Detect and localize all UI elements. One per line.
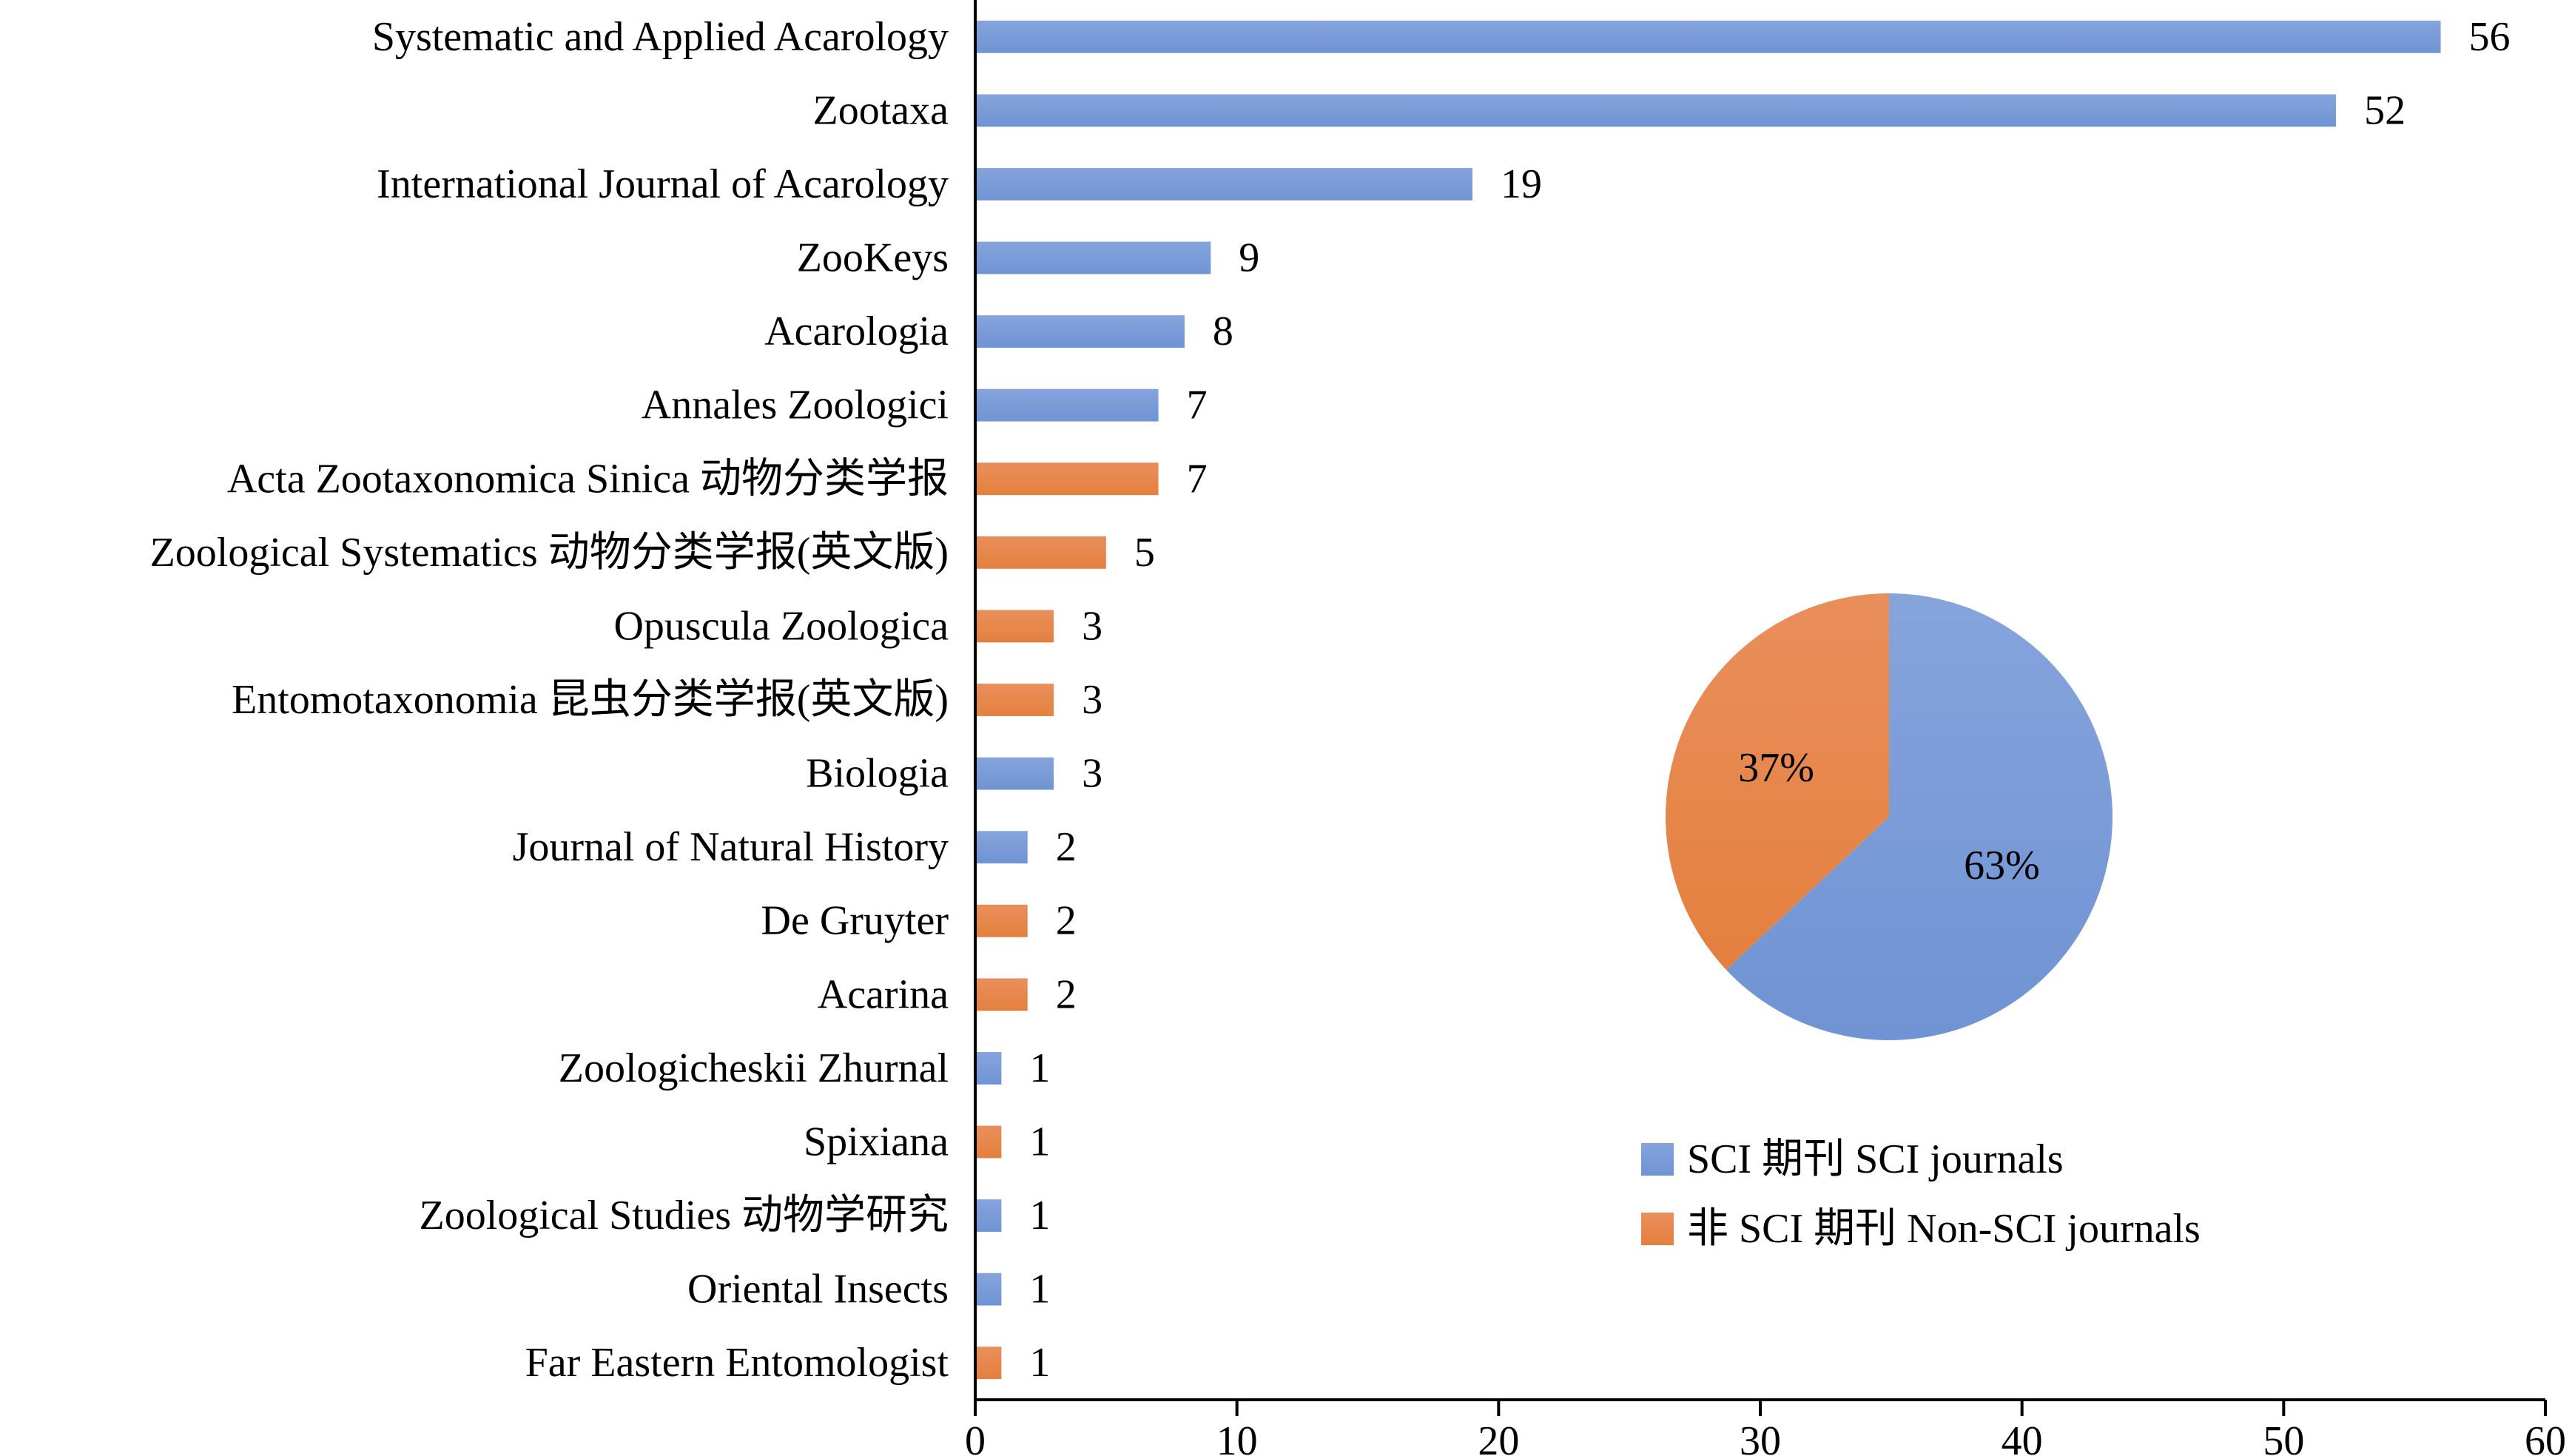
bar-18 bbox=[975, 1273, 1002, 1306]
category-label: Zoological Studies 动物学研究 bbox=[419, 1193, 949, 1238]
legend-label: 非 SCI 期刊 Non-SCI journals bbox=[1687, 1206, 2201, 1252]
data-label: 1 bbox=[1029, 1193, 1050, 1238]
bar-6 bbox=[975, 388, 1159, 422]
data-label: 1 bbox=[1029, 1267, 1050, 1312]
legend-label: SCI 期刊 SCI journals bbox=[1687, 1136, 2064, 1182]
category-label: Acta Zootaxonomica Sinica 动物分类学报 bbox=[227, 456, 949, 502]
bar-7 bbox=[975, 462, 1159, 496]
data-label: 19 bbox=[1501, 161, 1542, 207]
category-label: Entomotaxonomia 昆虫分类学报(英文版) bbox=[232, 677, 949, 723]
data-label: 3 bbox=[1082, 677, 1102, 723]
x-tick-label: 50 bbox=[2263, 1418, 2304, 1456]
x-tick-label: 20 bbox=[1478, 1418, 1519, 1456]
category-label: Zoological Systematics 动物分类学报(英文版) bbox=[150, 530, 949, 576]
data-label: 2 bbox=[1056, 898, 1077, 944]
data-label: 52 bbox=[2364, 87, 2406, 133]
category-label: Acarina bbox=[818, 971, 949, 1017]
legend: SCI 期刊 SCI journals 非 SCI 期刊 Non-SCI jour… bbox=[1641, 1136, 2201, 1252]
legend-swatch-non bbox=[1641, 1213, 1674, 1245]
x-tick-label: 30 bbox=[1740, 1418, 1781, 1456]
pie-chart: 63% 37% bbox=[1666, 593, 2113, 1040]
category-label: Systematic and Applied Acarology bbox=[372, 14, 949, 60]
data-label: 1 bbox=[1029, 1119, 1050, 1165]
x-tick-label: 60 bbox=[2525, 1418, 2566, 1456]
bar-11 bbox=[975, 757, 1054, 790]
x-axis: 0 10 20 30 40 50 60 bbox=[965, 0, 2566, 1456]
bar-12 bbox=[975, 831, 1028, 864]
pie-label: 37% bbox=[1738, 745, 1814, 791]
category-label: International Journal of Acarology bbox=[377, 161, 949, 207]
pie-label: 63% bbox=[1964, 843, 2040, 889]
data-label: 8 bbox=[1213, 309, 1233, 354]
category-label: Oriental Insects bbox=[687, 1267, 949, 1312]
bar-14 bbox=[975, 978, 1028, 1011]
category-label: De Gruyter bbox=[761, 898, 949, 944]
category-label: Spixiana bbox=[804, 1119, 949, 1165]
category-label: Journal of Natural History bbox=[513, 824, 949, 870]
data-label: 1 bbox=[1029, 1045, 1050, 1091]
data-label: 3 bbox=[1082, 751, 1102, 797]
data-label: 5 bbox=[1134, 530, 1155, 576]
data-label: 1 bbox=[1029, 1340, 1050, 1386]
category-label: ZooKeys bbox=[797, 235, 949, 281]
category-label: Zoologicheskii Zhurnal bbox=[559, 1045, 949, 1091]
bar-10 bbox=[975, 684, 1054, 716]
bar-13 bbox=[975, 904, 1028, 937]
data-label: 9 bbox=[1239, 235, 1259, 281]
pie-slice-sci bbox=[1726, 593, 2113, 1040]
bar-1 bbox=[975, 20, 2441, 53]
bar-17 bbox=[975, 1199, 1002, 1232]
legend-swatch-sci bbox=[1641, 1143, 1674, 1176]
x-tick-label: 40 bbox=[2002, 1418, 2043, 1456]
bar-19 bbox=[975, 1347, 1002, 1380]
data-label: 7 bbox=[1187, 456, 1208, 502]
x-tick-label: 10 bbox=[1216, 1418, 1258, 1456]
pie-slice-non bbox=[1666, 593, 1889, 970]
bar-3 bbox=[975, 168, 1472, 200]
bar-8 bbox=[975, 536, 1106, 569]
category-label: Acarologia bbox=[764, 309, 949, 354]
x-tick-label: 0 bbox=[965, 1418, 986, 1456]
data-label: 3 bbox=[1082, 603, 1102, 649]
bar-2 bbox=[975, 94, 2337, 127]
category-label: Biologia bbox=[806, 751, 949, 797]
data-label: 2 bbox=[1056, 971, 1077, 1017]
data-label: 7 bbox=[1187, 382, 1208, 428]
data-label: 56 bbox=[2469, 14, 2511, 60]
bar-15 bbox=[975, 1051, 1002, 1085]
bar-16 bbox=[975, 1125, 1002, 1159]
category-label: Annales Zoologici bbox=[642, 382, 949, 428]
category-label: Opuscula Zoologica bbox=[613, 603, 949, 649]
bar-4 bbox=[975, 241, 1211, 274]
bar-5 bbox=[975, 315, 1185, 348]
bar-chart: Systematic and Applied Acarology 56 Zootax… bbox=[150, 14, 2511, 1386]
data-label: 2 bbox=[1056, 824, 1077, 870]
category-label: Far Eastern Entomologist bbox=[525, 1340, 949, 1386]
category-label: Zootaxa bbox=[813, 87, 949, 133]
bar-9 bbox=[975, 610, 1054, 643]
